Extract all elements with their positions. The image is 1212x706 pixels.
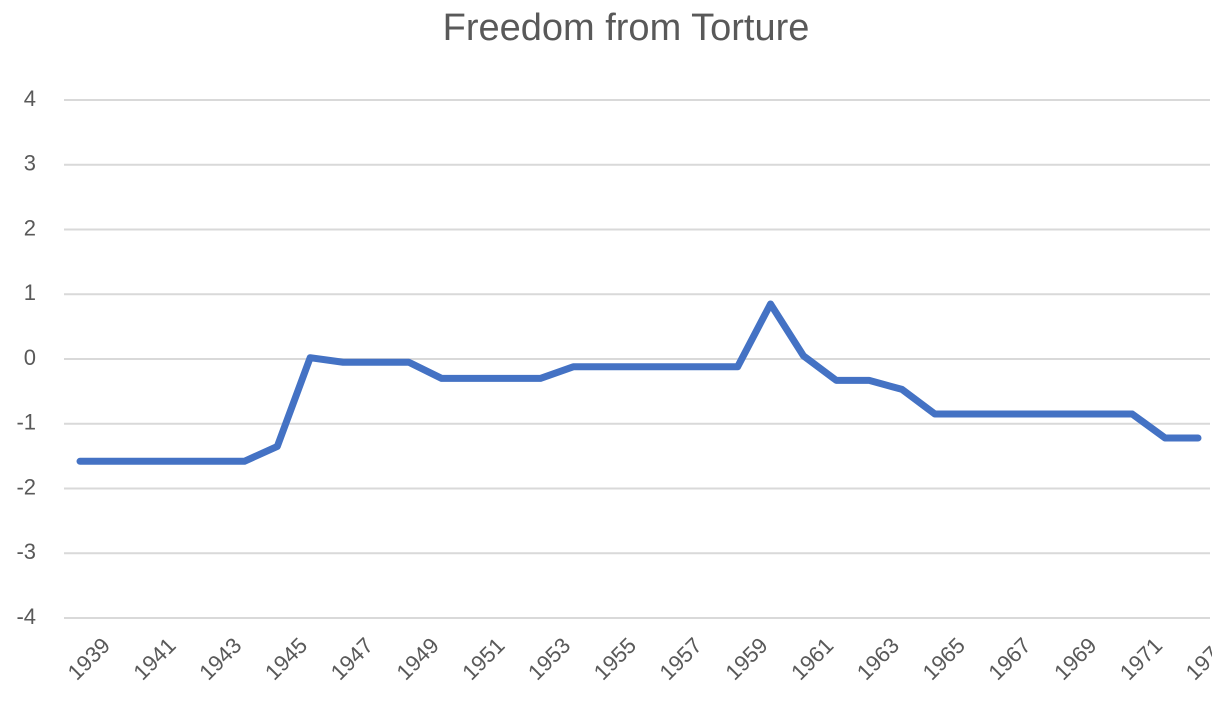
y-tick-label: -3 xyxy=(16,539,36,564)
y-tick-label: -2 xyxy=(16,474,36,499)
y-tick-label: 2 xyxy=(24,215,36,240)
x-tick-label: 1957 xyxy=(655,633,707,685)
x-tick-label: 1949 xyxy=(391,633,443,685)
x-tick-label: 1955 xyxy=(589,633,641,685)
x-tick-label: 1939 xyxy=(63,633,115,685)
x-tick-label: 1951 xyxy=(457,633,509,685)
y-tick-label: 4 xyxy=(24,86,36,111)
x-tick-label: 1965 xyxy=(918,633,970,685)
x-tick-label: 1959 xyxy=(720,633,772,685)
y-tick-label: -1 xyxy=(16,410,36,435)
chart-title: Freedom from Torture xyxy=(443,7,810,49)
x-tick-label: 1941 xyxy=(128,633,180,685)
data-line xyxy=(76,300,1202,465)
x-tick-label: 1947 xyxy=(326,633,378,685)
y-tick-label: 1 xyxy=(24,280,36,305)
x-tick-label: 1969 xyxy=(1049,633,1101,685)
x-tick-label: 1961 xyxy=(786,633,838,685)
x-tick-label: 1967 xyxy=(983,633,1035,685)
x-tick-label: 1971 xyxy=(1115,633,1167,685)
y-tick-label: 3 xyxy=(24,151,36,176)
x-tick-label: 1953 xyxy=(523,633,575,685)
y-tick-label: 0 xyxy=(24,345,36,370)
x-tick-label: 1943 xyxy=(194,633,246,685)
y-tick-label: -4 xyxy=(16,604,36,629)
x-tick-label: 1963 xyxy=(852,633,904,685)
x-tick-label: 1973 xyxy=(1181,633,1212,685)
x-tick-label: 1945 xyxy=(260,633,312,685)
